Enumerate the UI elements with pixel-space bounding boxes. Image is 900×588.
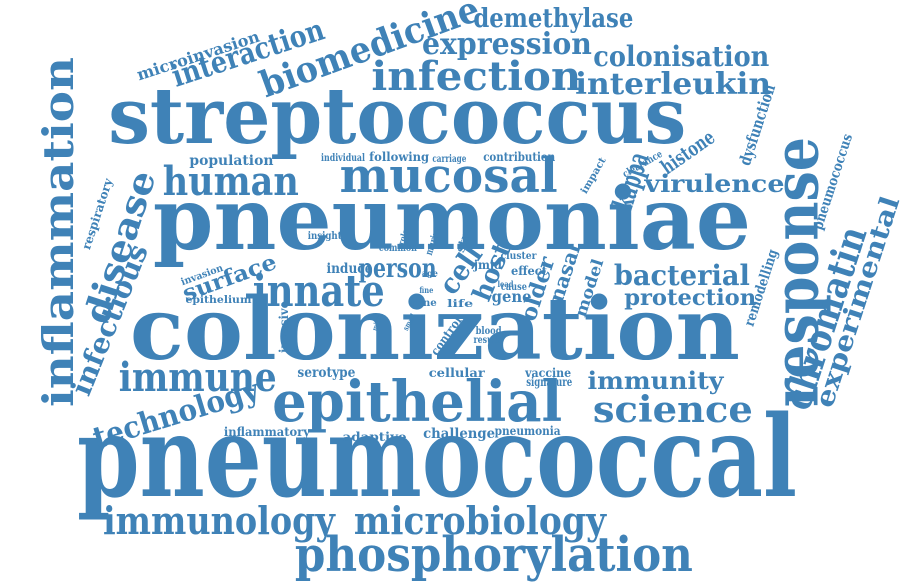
word-following: following [368,150,429,164]
word-adaptive: adaptive [342,430,407,444]
word-population: population [188,153,274,169]
word-fine: fine [418,285,433,295]
word-induce: induce [326,261,372,277]
word-immune: immune [119,354,277,401]
word-pneumonia: pneumonia [495,424,561,438]
word-person: person [359,254,437,284]
word-mucosal: mucosal [340,148,558,204]
word-serotype: serotype [297,365,355,381]
word-epithelial: epithelial [271,369,563,435]
word-colonization: colonization [129,279,741,380]
word-result: result [472,335,499,346]
word-demethylase: demethylase [472,4,634,34]
word-signature: signature [525,375,573,389]
word-cluster: cluster [500,251,537,262]
word-innate: innate [252,266,386,317]
word-pneumococcal: pneumococcal [76,392,798,523]
word-microbiology: microbiology [353,498,607,543]
word-life: life [446,299,473,310]
word-tune: tune [411,298,437,309]
word-interleukin: interleukin [575,67,771,102]
word-challenge: challenge [422,426,495,442]
word-science: science [593,389,753,431]
word-vaccine: vaccine [524,366,572,380]
word-immunity: immunity [586,366,724,395]
word-immunology: immunology [103,498,335,543]
word-bacterial: bacterial [613,259,751,292]
word-human: human [162,158,300,205]
word-blood: blood [476,326,502,337]
word-expression: expression [422,27,592,62]
word-insight: insight [307,231,342,242]
word-streptococcus: streptococcus [108,71,686,162]
word-epithelium: epithelium [185,295,251,306]
word-cause: cause [501,282,527,293]
word-gene: gene [492,287,532,306]
word-effect: effect [511,264,547,278]
word-colonisation: colonisation [592,40,769,73]
word-lead: lead [497,279,513,289]
word-inflammation: inflammation [34,56,83,408]
word-virulence: virulence [644,169,784,198]
word-phosphorylation: phosphorylation [295,527,693,583]
word-infection: infection [371,53,581,100]
word-pneumoniae: pneumoniae [152,169,752,270]
word-age: age [421,268,439,278]
word-contribution: contribution [483,150,555,164]
word-inflammatory: inflammatory [223,425,311,439]
word-jmjd: jmjd [474,258,502,272]
word-invasive: invasive [276,300,291,354]
word-common: common [378,243,418,254]
word-carriage: carriage [432,154,466,165]
word-protection: protection [623,285,756,311]
word-cellular: cellular [429,366,485,380]
word-individual: individual [321,153,365,164]
